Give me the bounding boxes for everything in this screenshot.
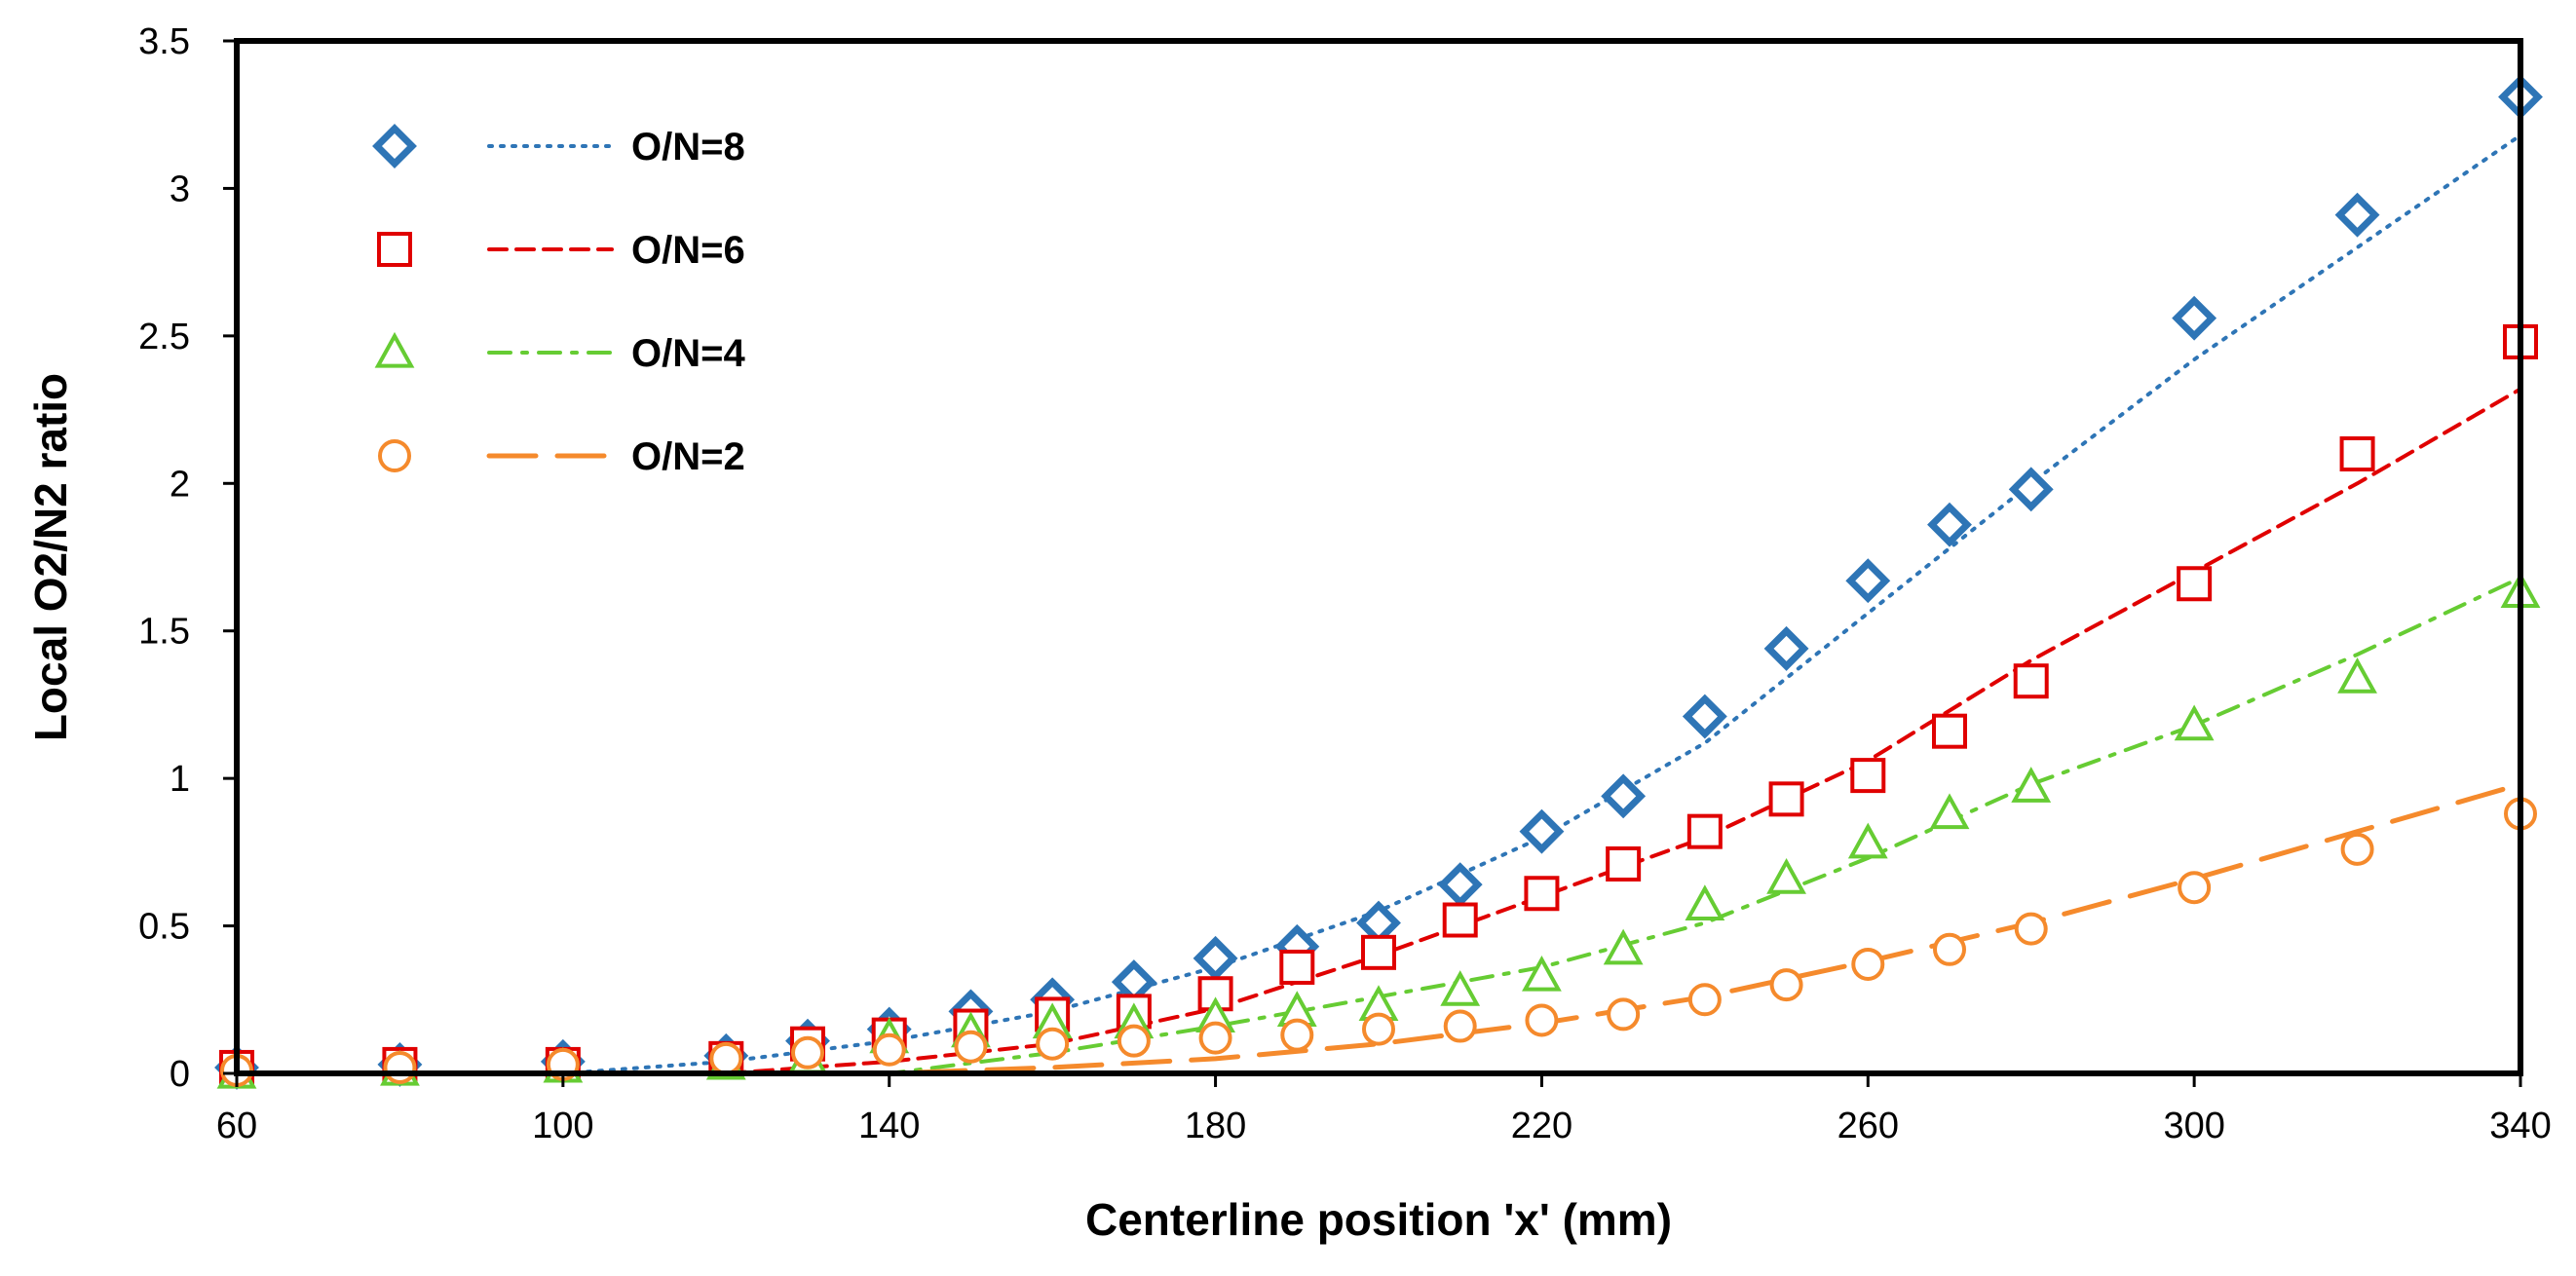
data-point-series-4 xyxy=(1443,1009,1477,1043)
y-tick-label: 3 xyxy=(170,169,190,209)
data-point-series-1 xyxy=(2008,467,2054,512)
data-point-series-2 xyxy=(1932,713,1967,749)
data-point-series-4 xyxy=(2178,871,2212,905)
y-axis-title: Local O2/N2 ratio xyxy=(25,373,76,741)
data-point-series-4 xyxy=(1607,997,1641,1032)
data-point-series-4 xyxy=(1117,1024,1151,1058)
legend-label-2: O/N=6 xyxy=(631,229,745,272)
legend-label-3: O/N=4 xyxy=(631,332,745,375)
data-point-series-1 xyxy=(1845,558,1891,604)
y-tick-label: 3.5 xyxy=(138,21,190,62)
legend-marker-1 xyxy=(372,124,417,169)
data-point-series-1 xyxy=(2334,192,2380,238)
data-point-series-2 xyxy=(1524,876,1560,912)
data-point-series-4 xyxy=(1036,1027,1070,1061)
x-tick-label: 180 xyxy=(1185,1106,1246,1146)
x-tick-label: 260 xyxy=(1837,1106,1899,1146)
data-point-series-2 xyxy=(1850,758,1886,794)
x-tick-label: 300 xyxy=(2163,1106,2224,1146)
data-point-series-2 xyxy=(1686,813,1723,849)
data-point-series-3 xyxy=(1766,857,1806,894)
data-point-series-2 xyxy=(2177,566,2213,602)
data-point-series-3 xyxy=(2011,767,2052,803)
data-point-series-2 xyxy=(1361,934,1396,970)
legend-label-4: O/N=2 xyxy=(631,435,745,478)
data-point-series-3 xyxy=(2337,657,2377,694)
x-axis-title: Centerline position 'x' (mm) xyxy=(1085,1194,1672,1245)
data-point-series-1 xyxy=(1927,502,1972,547)
data-point-series-2 xyxy=(1606,845,1642,882)
x-tick-label: 220 xyxy=(1511,1106,1572,1146)
data-point-series-3 xyxy=(1603,928,1644,965)
y-tick-label: 1.5 xyxy=(138,612,190,653)
data-point-series-4 xyxy=(1769,968,1803,1002)
y-tick-label: 2.5 xyxy=(138,317,190,357)
data-point-series-1 xyxy=(1601,773,1647,819)
data-point-series-4 xyxy=(1933,932,1966,966)
data-point-series-3 xyxy=(1685,884,1725,920)
data-point-series-4 xyxy=(1851,947,1885,981)
axis-ticks: 60 100 140 180 220 260 300 340 0 0.5 1 1.5 2 2.5 3 3.5 xyxy=(138,21,2552,1146)
data-point-series-4 xyxy=(2014,912,2048,946)
data-point-series-4 xyxy=(1525,1003,1559,1037)
y-tick-label: 0 xyxy=(170,1054,190,1095)
data-point-series-4 xyxy=(709,1041,743,1075)
legend-marker-2 xyxy=(377,232,412,267)
data-point-series-3 xyxy=(1440,970,1481,1006)
data-point-series-4 xyxy=(2340,832,2374,866)
x-tick-label: 340 xyxy=(2489,1106,2551,1146)
data-point-series-2 xyxy=(1279,949,1315,985)
x-tick-label: 60 xyxy=(216,1106,257,1146)
data-point-series-3 xyxy=(1929,793,1970,830)
data-point-series-4 xyxy=(791,1035,824,1070)
data-point-series-2 xyxy=(1768,781,1804,817)
legend: O/N=8 O/N=6 O/N=4 O/N=2 xyxy=(372,124,745,478)
data-point-series-3 xyxy=(1847,822,1888,859)
x-tick-label: 140 xyxy=(858,1106,920,1146)
y-tick-label: 0.5 xyxy=(138,907,190,948)
data-point-series-4 xyxy=(1687,983,1722,1017)
legend-marker-3 xyxy=(374,331,415,368)
data-point-series-4 xyxy=(1198,1021,1232,1055)
data-point-series-4 xyxy=(383,1050,417,1084)
data-point-series-4 xyxy=(1362,1012,1395,1046)
data-point-series-1 xyxy=(2172,295,2217,341)
data-point-series-1 xyxy=(1682,694,1727,739)
legend-marker-4 xyxy=(378,439,411,472)
data-point-series-4 xyxy=(1280,1018,1314,1052)
data-point-series-2 xyxy=(2339,436,2375,471)
data-point-series-4 xyxy=(954,1030,988,1064)
data-point-series-1 xyxy=(1763,625,1809,671)
data-point-series-3 xyxy=(1522,955,1562,992)
x-tick-label: 100 xyxy=(532,1106,593,1146)
plot-marks xyxy=(214,74,2543,1090)
legend-label-1: O/N=8 xyxy=(631,126,745,169)
data-point-series-1 xyxy=(1519,808,1565,854)
data-point-series-1 xyxy=(1437,862,1483,908)
data-point-series-2 xyxy=(1442,902,1478,938)
data-point-series-3 xyxy=(2174,704,2215,741)
data-point-series-2 xyxy=(2013,663,2049,699)
data-point-series-1 xyxy=(1193,935,1238,981)
data-point-series-4 xyxy=(872,1032,906,1067)
y-tick-label: 2 xyxy=(170,464,190,505)
plot-frame xyxy=(234,38,2523,1076)
y-tick-label: 1 xyxy=(170,759,190,800)
